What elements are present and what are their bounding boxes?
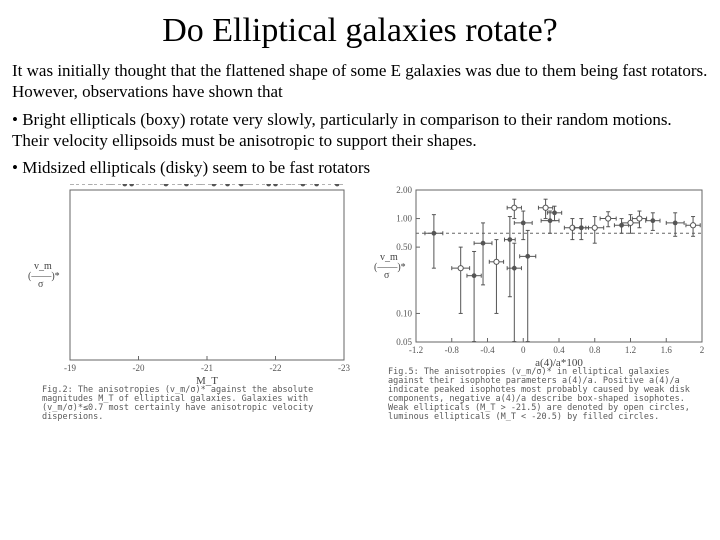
paragraph-1: It was initially thought that the flatte… <box>12 60 708 103</box>
svg-text:-0.4: -0.4 <box>480 345 495 355</box>
svg-text:0.50: 0.50 <box>396 242 412 252</box>
right-chart-svg: -1.2-0.8-0.400.40.81.21.620.050.100.501.… <box>360 184 710 444</box>
svg-text:1.6: 1.6 <box>661 345 673 355</box>
svg-text:1.2: 1.2 <box>625 345 636 355</box>
paragraph-2: • Bright ellipticals (boxy) rotate very … <box>12 109 708 152</box>
svg-text:σ: σ <box>38 279 44 290</box>
svg-text:σ: σ <box>384 270 390 281</box>
svg-text:0.8: 0.8 <box>589 345 601 355</box>
svg-text:(——)*: (——)* <box>28 271 60 282</box>
svg-text:-19: -19 <box>64 363 76 373</box>
svg-text:dispersions.: dispersions. <box>42 412 103 422</box>
svg-text:-22: -22 <box>270 363 282 373</box>
svg-text:(——)*: (——)* <box>374 262 406 273</box>
page-title: Do Elliptical galaxies rotate? <box>12 12 708 50</box>
svg-text:-21: -21 <box>201 363 213 373</box>
svg-text:0: 0 <box>521 345 526 355</box>
svg-text:0.05: 0.05 <box>396 337 412 347</box>
svg-text:2: 2 <box>700 345 705 355</box>
svg-text:0.10: 0.10 <box>396 309 412 319</box>
svg-text:0.4: 0.4 <box>553 345 565 355</box>
left-figure: -19-20-21-22-230.050.501.002.003.00M_Tv_… <box>12 184 352 449</box>
svg-text:-0.8: -0.8 <box>445 345 460 355</box>
svg-text:luminous ellipticals (M_T < -2: luminous ellipticals (M_T < -20.5) by fi… <box>388 412 659 422</box>
svg-text:1.00: 1.00 <box>396 214 412 224</box>
left-chart-svg: -19-20-21-22-230.050.501.002.003.00M_Tv_… <box>12 184 352 444</box>
svg-text:2.00: 2.00 <box>396 185 412 195</box>
svg-text:-20: -20 <box>133 363 145 373</box>
svg-text:3.00: 3.00 <box>50 184 66 186</box>
svg-text:-23: -23 <box>338 363 350 373</box>
paragraph-3: • Midsized ellipticals (disky) seem to b… <box>12 157 708 178</box>
right-figure: -1.2-0.8-0.400.40.81.21.620.050.100.501.… <box>360 184 710 449</box>
